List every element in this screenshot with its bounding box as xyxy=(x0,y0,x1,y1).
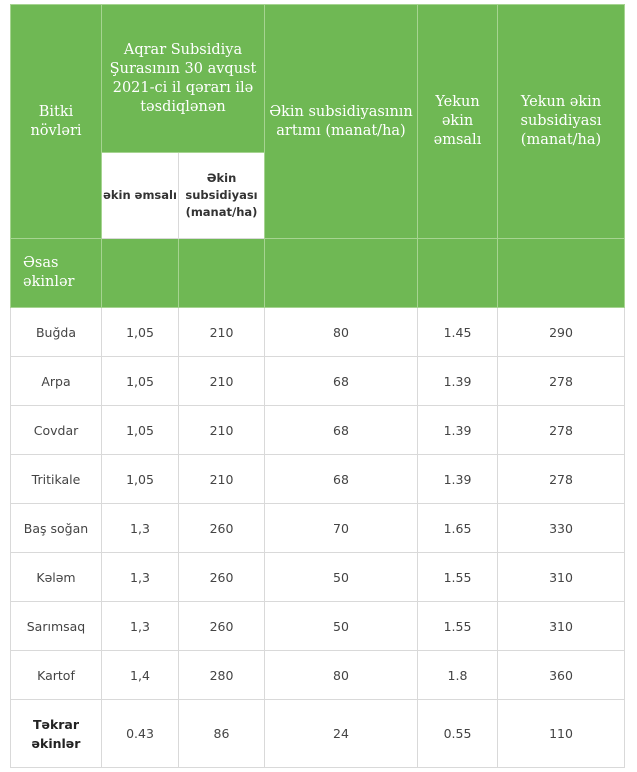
final-coefficient-cell: 1.65 xyxy=(417,503,498,553)
crop-name: Sarımsaq xyxy=(10,601,102,651)
final-coefficient-cell: 0.55 xyxy=(417,699,498,768)
increase-cell: 80 xyxy=(264,650,418,700)
coefficient-cell: 1,05 xyxy=(101,454,179,504)
section-label: Əsas əkinlər xyxy=(10,238,102,308)
coefficient-cell: 1,05 xyxy=(101,405,179,455)
increase-cell: 24 xyxy=(264,699,418,768)
table-row: Covdar 1,05 210 68 1.39 278 xyxy=(10,405,625,455)
increase-cell: 50 xyxy=(264,552,418,602)
final-subsidy-cell: 110 xyxy=(497,699,625,768)
subheader-coefficient: əkin əmsalı xyxy=(101,152,179,239)
subsidy-cell: 260 xyxy=(178,601,265,651)
subsidy-table: Bitki növləri Aqrar Subsidiya Şurasının … xyxy=(10,4,625,768)
increase-cell: 68 xyxy=(264,405,418,455)
increase-cell: 80 xyxy=(264,307,418,357)
header-final-coefficient: Yekun əkin əmsalı xyxy=(417,4,498,239)
crop-name: Baş soğan xyxy=(10,503,102,553)
crop-name: Kartof xyxy=(10,650,102,700)
section-empty-cell xyxy=(101,238,179,308)
final-subsidy-cell: 290 xyxy=(497,307,625,357)
crop-name: Covdar xyxy=(10,405,102,455)
section-row: Əsas əkinlər xyxy=(10,238,625,308)
section-empty-cell xyxy=(264,238,418,308)
final-coefficient-cell: 1.39 xyxy=(417,405,498,455)
subheader-subsidy: Əkin subsidiyası (manat/ha) xyxy=(178,152,265,239)
subsidy-cell: 260 xyxy=(178,552,265,602)
table-row: Sarımsaq 1,3 260 50 1.55 310 xyxy=(10,601,625,651)
section-empty-cell xyxy=(178,238,265,308)
table-row: Buğda 1,05 210 80 1.45 290 xyxy=(10,307,625,357)
section-empty-cell xyxy=(417,238,498,308)
coefficient-cell: 1,3 xyxy=(101,503,179,553)
header-crop-types: Bitki növləri xyxy=(10,4,102,239)
coefficient-cell: 1,4 xyxy=(101,650,179,700)
table-row: Kələm 1,3 260 50 1.55 310 xyxy=(10,552,625,602)
crop-name: Buğda xyxy=(10,307,102,357)
coefficient-cell: 1,05 xyxy=(101,356,179,406)
final-coefficient-cell: 1.45 xyxy=(417,307,498,357)
header-subsidy-increase: Əkin subsidiyasının artımı (manat/ha) xyxy=(264,4,418,239)
increase-cell: 68 xyxy=(264,454,418,504)
coefficient-cell: 1,05 xyxy=(101,307,179,357)
crop-name: Tritikale xyxy=(10,454,102,504)
table-row: Tritikale 1,05 210 68 1.39 278 xyxy=(10,454,625,504)
final-coefficient-cell: 1.55 xyxy=(417,552,498,602)
subsidy-cell: 260 xyxy=(178,503,265,553)
final-subsidy-cell: 278 xyxy=(497,405,625,455)
subsidy-cell: 210 xyxy=(178,454,265,504)
crop-name: Arpa xyxy=(10,356,102,406)
final-coefficient-cell: 1.55 xyxy=(417,601,498,651)
final-subsidy-cell: 310 xyxy=(497,601,625,651)
section-empty-cell xyxy=(497,238,625,308)
final-subsidy-cell: 310 xyxy=(497,552,625,602)
subsidy-cell: 210 xyxy=(178,356,265,406)
final-subsidy-cell: 330 xyxy=(497,503,625,553)
increase-cell: 70 xyxy=(264,503,418,553)
coefficient-cell: 1,3 xyxy=(101,601,179,651)
header-council-decision: Aqrar Subsidiya Şurasının 30 avqust 2021… xyxy=(101,4,265,153)
header-final-subsidy: Yekun əkin subsidiyası (manat/ha) xyxy=(497,4,625,239)
table-row: Kartof 1,4 280 80 1.8 360 xyxy=(10,650,625,700)
coefficient-cell: 0.43 xyxy=(101,699,179,768)
table-body: Buğda 1,05 210 80 1.45 290 Arpa 1,05 210… xyxy=(10,307,625,768)
final-subsidy-cell: 360 xyxy=(497,650,625,700)
crop-name: Kələm xyxy=(10,552,102,602)
final-coefficient-cell: 1.39 xyxy=(417,356,498,406)
table-row: Təkrar əkinlər 0.43 86 24 0.55 110 xyxy=(10,699,625,768)
subsidy-cell: 280 xyxy=(178,650,265,700)
increase-cell: 68 xyxy=(264,356,418,406)
subsidy-table-container: Bitki növləri Aqrar Subsidiya Şurasının … xyxy=(10,4,625,768)
subsidy-cell: 86 xyxy=(178,699,265,768)
crop-name: Təkrar əkinlər xyxy=(10,699,102,768)
final-subsidy-cell: 278 xyxy=(497,356,625,406)
subheader-row: əkin əmsalı Əkin subsidiyası (manat/ha) xyxy=(11,152,625,239)
subsidy-cell: 210 xyxy=(178,405,265,455)
increase-cell: 50 xyxy=(264,601,418,651)
final-coefficient-cell: 1.8 xyxy=(417,650,498,700)
final-subsidy-cell: 278 xyxy=(497,454,625,504)
coefficient-cell: 1,3 xyxy=(101,552,179,602)
table-row: Arpa 1,05 210 68 1.39 278 xyxy=(10,356,625,406)
final-coefficient-cell: 1.39 xyxy=(417,454,498,504)
table-row: Baş soğan 1,3 260 70 1.65 330 xyxy=(10,503,625,553)
subsidy-cell: 210 xyxy=(178,307,265,357)
header-row: Bitki növləri Aqrar Subsidiya Şurasının … xyxy=(10,4,625,239)
